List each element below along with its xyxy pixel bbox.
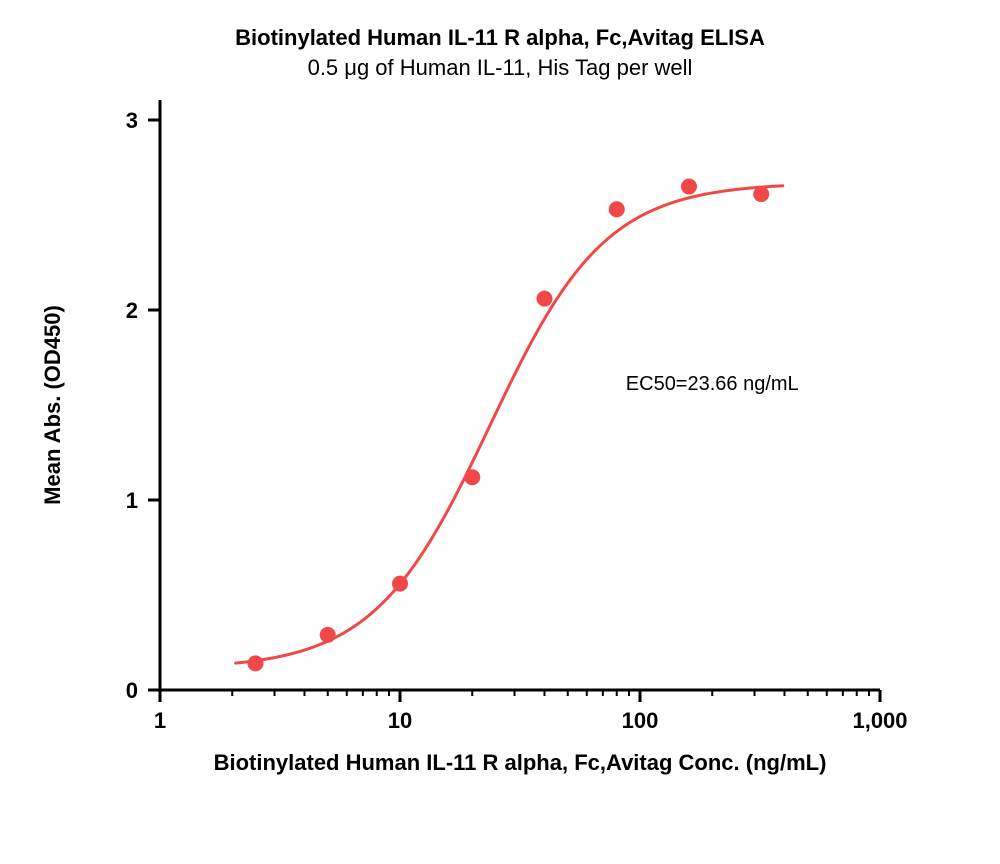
x-tick-label: 1: [154, 708, 166, 733]
data-point: [753, 186, 769, 202]
data-point: [464, 469, 480, 485]
data-point: [392, 576, 408, 592]
data-point: [320, 627, 336, 643]
data-point: [248, 655, 264, 671]
data-point: [536, 291, 552, 307]
chart-container: Biotinylated Human IL-11 R alpha, Fc,Avi…: [0, 0, 1000, 864]
chart-title-line2: 0.5 μg of Human IL-11, His Tag per well: [308, 55, 693, 80]
x-tick-label: 100: [622, 708, 659, 733]
y-axis-label: Mean Abs. (OD450): [40, 305, 65, 505]
y-tick-label: 3: [126, 108, 138, 133]
y-tick-label: 0: [126, 678, 138, 703]
x-axis-label: Biotinylated Human IL-11 R alpha, Fc,Avi…: [214, 750, 827, 775]
x-tick-label: 10: [388, 708, 412, 733]
y-tick-label: 1: [126, 488, 138, 513]
x-tick-label: 1,000: [852, 708, 907, 733]
data-point: [609, 201, 625, 217]
ec50-annotation: EC50=23.66 ng/mL: [626, 373, 799, 395]
elisa-chart: Biotinylated Human IL-11 R alpha, Fc,Avi…: [0, 0, 1000, 864]
data-point: [681, 179, 697, 195]
y-tick-label: 2: [126, 298, 138, 323]
chart-title-line1: Biotinylated Human IL-11 R alpha, Fc,Avi…: [235, 25, 765, 50]
